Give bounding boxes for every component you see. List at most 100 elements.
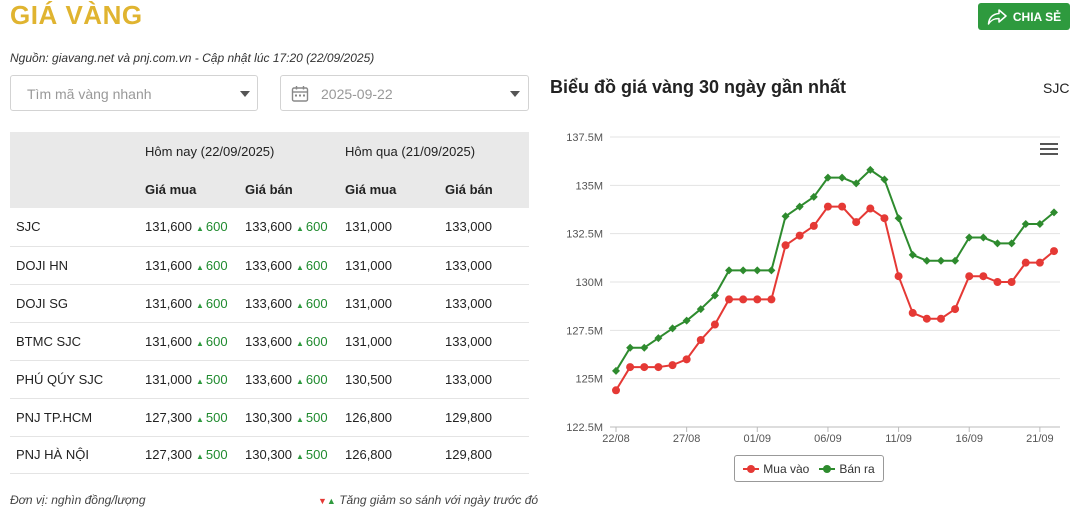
- sell-price-point: [852, 179, 861, 188]
- today-sell-change: 600: [305, 257, 328, 273]
- yesterday-sell: 133,000: [445, 219, 492, 235]
- today-buy: 131,600: [145, 257, 192, 273]
- sell-price-point: [866, 165, 875, 174]
- sell-price-point: [626, 343, 635, 352]
- chart-menu-icon[interactable]: [1040, 143, 1058, 157]
- chevron-down-icon: [240, 91, 250, 97]
- down-arrow-icon: ▼: [318, 496, 327, 506]
- buy-price-point: [979, 272, 988, 281]
- today-sell-change: 600: [305, 371, 328, 387]
- today-buy-cell: 131,600 ▲ 600: [145, 322, 245, 360]
- table-row: SJC 131,600 ▲ 600 133,600 ▲ 600 131,000 133,000: [10, 208, 529, 246]
- gold-name: PHÚ QÚY SJC: [16, 371, 104, 387]
- buy-price-point: [626, 363, 635, 372]
- chart-title: Biểu đồ giá vàng 30 ngày gần nhất: [550, 77, 847, 97]
- today-sell: 133,600: [245, 333, 292, 349]
- legend-item-buy[interactable]: Mua vào: [743, 462, 809, 476]
- gold-name: PNJ HÀ NỘI: [16, 447, 89, 462]
- up-arrow-icon: ▲: [196, 224, 204, 234]
- today-sell-cell: 130,300 ▲ 500: [245, 398, 345, 436]
- gold-name: PNJ TP.HCM: [16, 409, 93, 425]
- table-row: PHÚ QÚY SJC 131,000 ▲ 500 133,600 ▲ 600 130,500…: [10, 360, 529, 398]
- search-input[interactable]: [25, 85, 229, 103]
- date-value: 2025-09-22: [321, 86, 393, 102]
- today-buy: 131,000: [145, 371, 192, 387]
- table-row: DOJI SG 131,600 ▲ 600 133,600 ▲ 600 131,000 133,…: [10, 284, 529, 322]
- page-title: GIÁ VÀNG: [10, 0, 143, 30]
- buy-price-point: [852, 218, 861, 227]
- legend-item-sell[interactable]: Bán ra: [819, 461, 875, 476]
- sell-price-point: [1035, 220, 1044, 228]
- buy-price-point: [922, 314, 931, 323]
- sell-price-point: [1021, 220, 1030, 228]
- sell-price-point: [612, 366, 620, 375]
- gold-name: DOJI SG: [16, 295, 69, 311]
- today-sell: 133,600: [245, 219, 292, 235]
- yesterday-buy: 131,000: [345, 333, 392, 349]
- col-yesterday-buy: Giá mua: [345, 181, 397, 197]
- table-row: BTMC SJC 131,600 ▲ 600 133,600 ▲ 600 131,000 133…: [10, 322, 529, 360]
- up-arrow-icon: ▲: [296, 224, 304, 234]
- sell-price-point: [753, 266, 762, 275]
- buy-price-point: [809, 221, 818, 230]
- sell-price-point: [654, 334, 663, 343]
- sell-price-point: [739, 266, 748, 275]
- col-today-buy: Giá mua: [145, 181, 197, 197]
- y-tick-label: 135M: [575, 180, 603, 192]
- buy-price-point: [725, 295, 734, 304]
- date-picker[interactable]: 2025-09-22: [280, 75, 529, 111]
- buy-price-point: [781, 241, 790, 250]
- buy-price-point: [1050, 247, 1058, 256]
- today-buy: 131,600: [145, 295, 192, 311]
- today-sell: 130,300: [245, 447, 292, 462]
- up-arrow-icon: ▲: [196, 452, 204, 461]
- x-tick-label: 21/09: [1026, 433, 1054, 445]
- yesterday-buy: 131,000: [345, 257, 392, 273]
- table-column-header: Giá mua Giá bán Giá mua Giá bán: [10, 170, 529, 208]
- sell-price-point: [965, 233, 974, 242]
- gold-name: BTMC SJC: [16, 333, 81, 349]
- table-row: PNJ TP.HCM 127,300 ▲ 500 130,300 ▲ 500 126,800 1…: [10, 398, 529, 436]
- buy-price-point: [1021, 258, 1030, 267]
- today-buy-change: 600: [205, 257, 228, 273]
- sell-price-point: [1050, 208, 1058, 217]
- buy-price-point: [908, 308, 917, 317]
- today-buy-change: 500: [205, 371, 228, 387]
- x-tick-label: 22/08: [602, 433, 630, 445]
- search-dropdown[interactable]: [10, 75, 258, 111]
- yesterday-sell: 133,000: [445, 333, 492, 349]
- today-sell-change: 600: [305, 295, 328, 311]
- buy-price-point: [880, 214, 889, 223]
- yesterday-sell: 133,000: [445, 257, 492, 273]
- up-arrow-icon: ▲: [296, 414, 304, 424]
- chevron-down-icon: [510, 91, 520, 97]
- yesterday-header: Hôm qua (21/09/2025): [345, 143, 476, 159]
- buy-price-point: [682, 355, 691, 364]
- today-buy-change: 600: [205, 295, 228, 311]
- buy-price-point: [838, 202, 847, 211]
- buy-price-point: [951, 305, 960, 314]
- legend-sell-label: Bán ra: [839, 461, 875, 476]
- chart-legend: Mua vào Bán ra: [734, 455, 884, 482]
- up-arrow-icon: ▲: [196, 262, 204, 272]
- today-buy-change: 500: [205, 447, 228, 462]
- change-note: ▼▲ Tăng giảm so sánh với ngày trước đó: [318, 493, 538, 507]
- today-buy-cell: 131,600 ▲ 600: [145, 284, 245, 322]
- legend-buy-swatch: [743, 464, 760, 473]
- today-header: Hôm nay (22/09/2025): [145, 143, 275, 159]
- sell-price-point: [767, 266, 776, 275]
- up-arrow-icon: ▲: [296, 452, 304, 461]
- today-sell-cell: 133,600 ▲ 600: [245, 208, 345, 246]
- sell-price-point: [809, 192, 818, 201]
- up-arrow-icon: ▲: [196, 414, 204, 424]
- buy-price-point: [1007, 278, 1016, 286]
- yesterday-sell: 129,800: [445, 447, 492, 462]
- x-tick-label: 06/09: [814, 433, 842, 445]
- gold-name: SJC: [16, 219, 41, 235]
- share-button[interactable]: CHIA SẺ: [978, 3, 1070, 30]
- today-sell: 130,300: [245, 409, 292, 425]
- sell-price-point: [951, 256, 960, 265]
- gold-price-chart: 122.5M 125M 127.5M 130M 132.5M 135M 137.5M 22/0…: [566, 132, 1060, 445]
- buy-price-point: [823, 202, 832, 211]
- calendar-icon: [291, 86, 309, 102]
